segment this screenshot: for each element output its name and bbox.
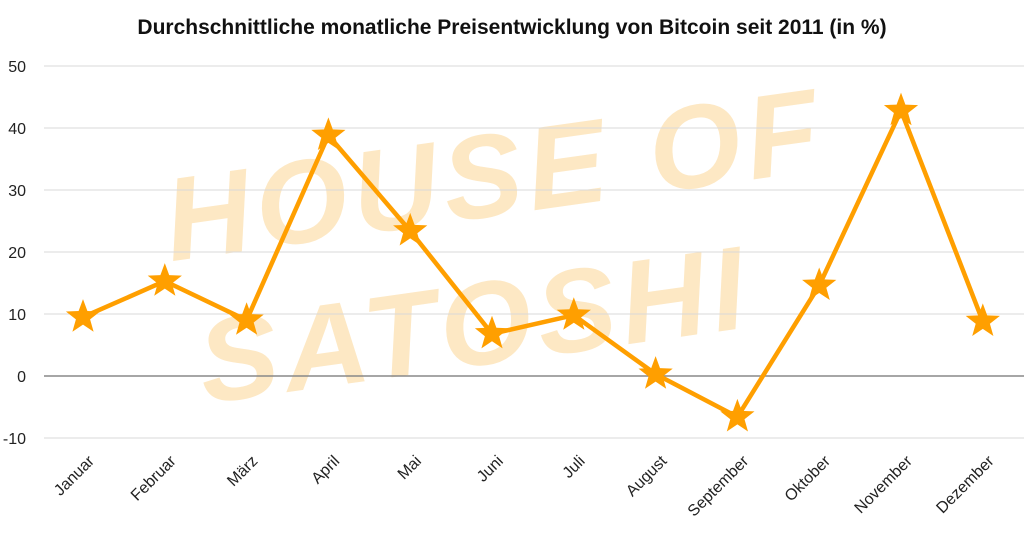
y-axis-tick-labels: 50 40 30 20 10 0 -10 <box>3 59 26 448</box>
watermark: HOUSE OF SATOSHI <box>156 64 832 430</box>
x-tick-label: Mai <box>395 453 425 483</box>
data-point-star <box>147 263 182 296</box>
y-tick-label: -10 <box>3 431 26 448</box>
x-tick-label: Juli <box>560 453 589 482</box>
x-tick-label: Februar <box>128 452 180 504</box>
data-point-star <box>965 303 1000 336</box>
chart-title: Durchschnittliche monatliche Preisentwic… <box>137 16 887 39</box>
data-point-star <box>720 398 755 432</box>
series-line <box>82 108 985 420</box>
y-tick-label: 30 <box>8 183 26 200</box>
x-tick-label: Dezember <box>933 452 998 517</box>
y-tick-label: 0 <box>17 369 26 386</box>
data-point-star <box>311 117 346 150</box>
x-axis-tick-labels: Januar Februar März April Mai Juni Juli August S… <box>51 452 998 520</box>
x-tick-label: März <box>224 453 261 490</box>
data-point-star <box>802 267 837 300</box>
x-tick-label: April <box>309 453 344 488</box>
x-tick-label: Juni <box>474 453 507 486</box>
y-tick-label: 10 <box>8 307 26 324</box>
x-tick-label: August <box>623 452 671 500</box>
y-tick-label: 20 <box>8 245 26 262</box>
series <box>65 92 1000 432</box>
gridlines <box>44 65 1024 439</box>
x-tick-label: September <box>685 452 753 520</box>
y-tick-label: 50 <box>8 59 26 76</box>
y-tick-label: 40 <box>8 121 26 138</box>
x-tick-label: November <box>852 452 917 517</box>
data-point-star <box>474 315 510 349</box>
x-tick-label: Oktober <box>782 452 835 505</box>
data-point-star <box>556 297 591 330</box>
data-point-star <box>65 299 101 332</box>
data-point-star <box>229 302 264 335</box>
x-tick-label: Januar <box>51 452 98 499</box>
data-point-star <box>638 356 673 389</box>
data-point-star <box>883 92 919 126</box>
data-point-star <box>393 212 428 246</box>
